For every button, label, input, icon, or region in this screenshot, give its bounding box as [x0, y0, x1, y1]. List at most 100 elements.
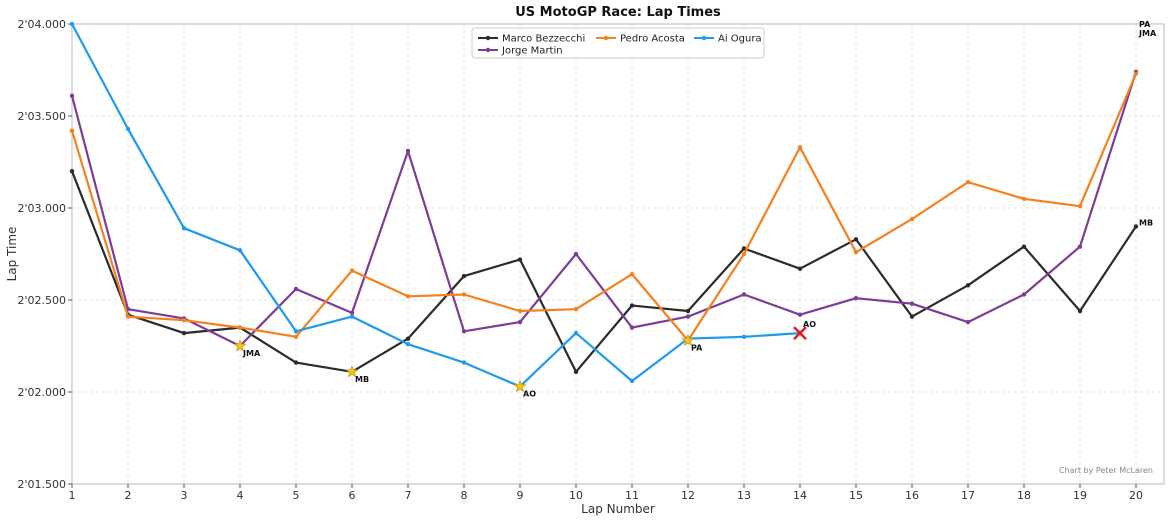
final-lap-label: JMA	[1138, 29, 1157, 38]
data-point-jorge-martin	[685, 314, 691, 319]
data-point-jorge-martin	[461, 329, 467, 334]
data-point-jorge-martin	[853, 295, 859, 301]
data-point-jorge-martin	[629, 325, 635, 330]
data-point-marco-bezzecchi	[517, 257, 523, 262]
data-point-pedro-acosta	[629, 272, 635, 277]
data-point-pedro-acosta	[1021, 196, 1027, 201]
data-point-jorge-martin	[349, 310, 355, 316]
x-axis-title: Lap Number	[581, 502, 655, 516]
data-point-pedro-acosta	[1133, 71, 1139, 76]
x-tick-label: 2	[125, 489, 132, 502]
x-tick-label: 10	[569, 489, 583, 502]
data-point-ai-ogura	[573, 330, 579, 336]
data-point-marco-bezzecchi	[69, 169, 75, 174]
data-point-pedro-acosta	[349, 268, 355, 273]
data-point-jorge-martin	[69, 93, 75, 98]
series-line-jorge-martin	[70, 71, 1138, 348]
x-tick-label: 17	[961, 489, 975, 502]
data-point-marco-bezzecchi	[909, 314, 915, 319]
axes: 1 2 3 4 5 6 7 8 9 10 11 12 13 14 15 16 17 18 19 202'01.5002…	[17, 18, 1143, 502]
legend-label: Jorge Martin	[501, 46, 563, 57]
y-tick-label: 2'04.000	[17, 18, 66, 31]
legend-marker	[485, 47, 491, 53]
x-tick-label: 12	[681, 489, 695, 502]
x-tick-label: 8	[461, 489, 468, 502]
y-tick-label: 2'03.000	[17, 202, 66, 215]
chart-title: US MotoGP Race: Lap Times	[515, 5, 721, 20]
data-point-pedro-acosta	[965, 180, 971, 185]
data-point-marco-bezzecchi	[1021, 244, 1027, 249]
x-tick-label: 9	[517, 489, 524, 502]
data-point-jorge-martin	[909, 301, 915, 306]
x-tick-label: 3	[181, 489, 188, 502]
best-lap-star-icon	[345, 364, 359, 378]
legend-box	[471, 27, 765, 59]
data-point-pedro-acosta	[853, 249, 859, 255]
final-lap-label: MB	[1139, 219, 1153, 228]
plot-frame	[71, 23, 1165, 485]
data-point-pedro-acosta	[405, 294, 411, 299]
data-point-pedro-acosta	[1077, 203, 1083, 209]
x-tick-label: 20	[1129, 489, 1143, 502]
data-point-marco-bezzecchi	[797, 266, 803, 271]
data-point-pedro-acosta	[573, 307, 579, 312]
data-point-pedro-acosta	[909, 216, 915, 222]
data-point-marco-bezzecchi	[461, 273, 467, 279]
data-point-marco-bezzecchi	[1077, 308, 1083, 314]
data-point-ai-ogura	[629, 378, 635, 384]
crash-x-icon	[793, 326, 807, 341]
y-tick-label: 2'01.500	[17, 478, 66, 491]
x-tick-label: 5	[293, 489, 300, 502]
data-point-marco-bezzecchi	[965, 283, 971, 288]
data-point-jorge-martin	[293, 286, 299, 292]
legend-label: Pedro Acosta	[620, 34, 685, 45]
data-point-ai-ogura	[349, 314, 355, 319]
x-tick-label: 6	[349, 489, 356, 502]
data-point-pedro-acosta	[517, 308, 523, 314]
x-tick-label: 15	[849, 489, 863, 502]
x-tick-label: 14	[793, 489, 807, 502]
series-lines	[69, 21, 1139, 389]
best-lap-label: MB	[355, 375, 369, 384]
crash-label: AO	[803, 320, 816, 329]
best-lap-star-icon	[233, 339, 247, 352]
data-point-pedro-acosta	[125, 314, 131, 319]
best-lap-star-icon	[681, 333, 695, 346]
data-point-ai-ogura	[741, 334, 747, 339]
data-point-ai-ogura	[69, 21, 75, 27]
data-point-jorge-martin	[573, 251, 579, 257]
data-point-marco-bezzecchi	[405, 336, 411, 341]
data-point-pedro-acosta	[69, 128, 75, 133]
data-point-marco-bezzecchi	[293, 360, 299, 365]
data-point-pedro-acosta	[293, 334, 299, 339]
legend-marker	[701, 35, 707, 41]
data-point-ai-ogura	[293, 329, 299, 334]
data-point-jorge-martin	[741, 292, 747, 297]
data-point-pedro-acosta	[237, 325, 243, 330]
x-tick-label: 18	[1017, 489, 1031, 502]
data-point-jorge-martin	[965, 319, 971, 325]
data-point-pedro-acosta	[181, 318, 187, 323]
series-line-marco-bezzecchi	[70, 170, 1137, 373]
data-point-ai-ogura	[461, 360, 467, 365]
data-point-jorge-martin	[1077, 244, 1083, 249]
x-tick-label: 11	[625, 489, 639, 502]
x-tick-label: 7	[405, 489, 412, 502]
legend-label: Ai Ogura	[718, 34, 762, 45]
chart-credit: Chart by Peter McLaren	[1059, 466, 1153, 475]
x-tick-label: 19	[1073, 489, 1087, 502]
legend-marker	[485, 35, 491, 41]
best-lap-label: JMA	[242, 349, 261, 358]
best-lap-label: PA	[691, 343, 703, 352]
data-point-ai-ogura	[181, 226, 187, 231]
data-point-jorge-martin	[517, 319, 523, 325]
data-point-marco-bezzecchi	[685, 308, 691, 314]
data-point-ai-ogura	[405, 341, 411, 347]
data-point-pedro-acosta	[461, 292, 467, 297]
y-axis-title: Lap Time	[5, 227, 19, 282]
data-point-jorge-martin	[1021, 292, 1027, 297]
data-point-marco-bezzecchi	[573, 369, 579, 374]
data-point-pedro-acosta	[741, 251, 747, 257]
